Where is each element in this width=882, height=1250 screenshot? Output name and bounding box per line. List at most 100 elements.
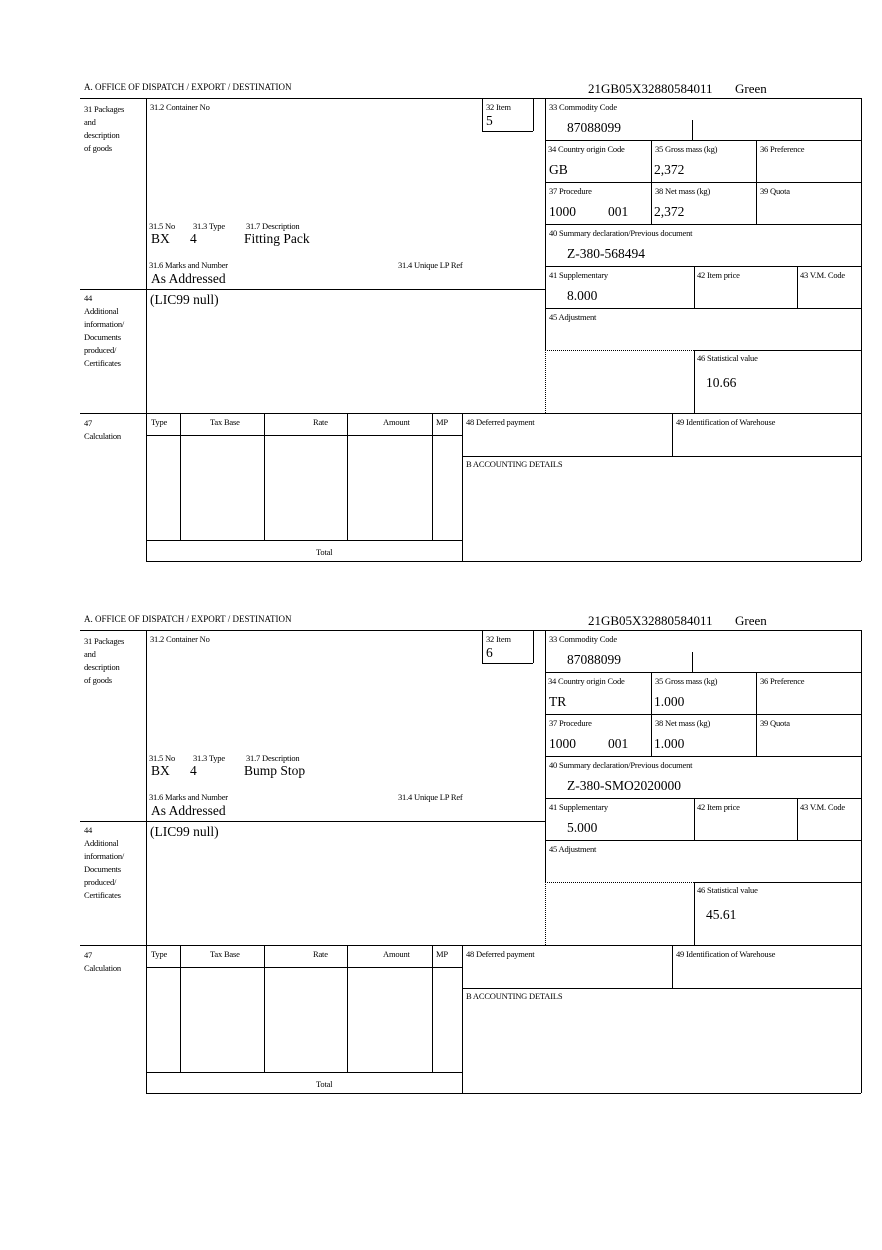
rule: [545, 798, 861, 800]
item-label: 32 Item: [486, 634, 511, 644]
rule: [545, 140, 861, 142]
rule: [694, 882, 861, 884]
summary-label: 40 Summary declaration/Previous document: [549, 760, 693, 770]
rule: [264, 945, 266, 1072]
container-no-label: 31.2 Container No: [150, 634, 210, 644]
calculation-label: 47 Calculation: [84, 418, 121, 441]
rule: [756, 672, 758, 756]
supplementary-value: 5.000: [567, 820, 598, 835]
item-value: 6: [486, 645, 493, 660]
gross-mass-value: 1.000: [654, 694, 685, 709]
rule: [482, 98, 484, 131]
rule: [694, 266, 696, 308]
item-price-label: 42 Item price: [697, 802, 740, 812]
rule: [694, 882, 696, 945]
rule: [861, 630, 863, 1093]
rule: [861, 98, 863, 561]
container-no-label: 31.2 Container No: [150, 102, 210, 112]
description-label: 31.7 Description: [246, 221, 300, 231]
deferred-payment-label: 48 Deferred payment: [466, 417, 535, 427]
rule: [797, 266, 799, 308]
accounting-details-label: B ACCOUNTING DETAILS: [466, 459, 563, 469]
rule: [545, 182, 861, 184]
rule: [432, 945, 434, 1072]
commodity-value: 87088099: [567, 652, 621, 667]
rule: [264, 413, 266, 540]
procedure-label: 37 Procedure: [549, 718, 592, 728]
country-label: 34 Country origin Code: [548, 676, 625, 686]
net-mass-value: 2,372: [654, 204, 685, 219]
calc-rate-header: Rate: [313, 949, 328, 959]
calculation-label: 47 Calculation: [84, 950, 121, 973]
rule: [545, 266, 861, 268]
rule: [80, 945, 861, 947]
additional-info-label: 44 Additional information/ Documents pro…: [84, 293, 125, 368]
total-label: Total: [316, 1079, 333, 1089]
rule: [146, 435, 462, 437]
total-label: Total: [316, 547, 333, 557]
calc-rate-header: Rate: [313, 417, 328, 427]
gross-mass-value: 2,372: [654, 162, 685, 177]
supplementary-label: 41 Supplementary: [549, 270, 608, 280]
rule: [80, 630, 861, 632]
rule: [146, 561, 861, 563]
rule: [692, 652, 694, 672]
type-value: 4: [190, 763, 197, 778]
rule: [694, 798, 696, 840]
procedure-additional-value: 001: [608, 204, 629, 219]
rule: [146, 630, 148, 1093]
no-label: 31.5 No: [149, 221, 175, 231]
additional-info-value: (LIC99 null): [150, 824, 219, 839]
calc-type-header: Type: [151, 949, 168, 959]
dotted-rule: [545, 350, 694, 351]
rule: [692, 120, 694, 140]
rule: [651, 672, 653, 756]
rule: [432, 413, 434, 540]
item-label: 32 Item: [486, 102, 511, 112]
country-value: TR: [549, 694, 567, 709]
rule: [347, 945, 349, 1072]
vm-code-label: 43 V.M. Code: [800, 270, 845, 280]
rule: [545, 224, 861, 226]
procedure-value: 1000: [549, 736, 576, 751]
statistical-label: 46 Statistical value: [697, 353, 758, 363]
unique-lp-label: 31.4 Unique LP Ref: [398, 260, 463, 270]
gross-mass-label: 35 Gross mass (kg): [655, 676, 718, 686]
type-label: 31.3 Type: [193, 221, 225, 231]
office-heading: A. OFFICE OF DISPATCH / EXPORT / DESTINA…: [84, 614, 292, 624]
procedure-additional-value: 001: [608, 736, 629, 751]
no-label: 31.5 No: [149, 753, 175, 763]
rule: [533, 98, 535, 131]
commodity-label: 33 Commodity Code: [549, 634, 617, 644]
rule: [533, 630, 535, 663]
type-label: 31.3 Type: [193, 753, 225, 763]
rule: [80, 413, 861, 415]
calc-mp-header: MP: [436, 417, 448, 427]
rule: [80, 98, 861, 100]
rule: [180, 945, 182, 1072]
unique-lp-label: 31.4 Unique LP Ref: [398, 792, 463, 802]
dotted-rule: [545, 350, 546, 413]
marks-label: 31.6 Marks and Number: [149, 792, 228, 802]
gross-mass-label: 35 Gross mass (kg): [655, 144, 718, 154]
type-value: 4: [190, 231, 197, 246]
rule: [482, 630, 484, 663]
rule: [694, 350, 696, 413]
rule: [146, 98, 148, 561]
item-value: 5: [486, 113, 493, 128]
accounting-details-label: B ACCOUNTING DETAILS: [466, 991, 563, 1001]
rule: [146, 967, 462, 969]
rule: [797, 798, 799, 840]
warehouse-label: 49 Identification of Warehouse: [676, 949, 776, 959]
procedure-label: 37 Procedure: [549, 186, 592, 196]
rule: [146, 540, 462, 542]
calc-mp-header: MP: [436, 949, 448, 959]
rule: [462, 413, 464, 561]
quota-label: 39 Quota: [760, 718, 790, 728]
supplementary-value: 8.000: [567, 288, 598, 303]
additional-info-value: (LIC99 null): [150, 292, 219, 307]
rule: [462, 988, 861, 990]
packages-label: 31 Packages and description of goods: [84, 636, 125, 685]
net-mass-label: 38 Net mass (kg): [655, 186, 711, 196]
statistical-value: 45.61: [706, 907, 737, 922]
